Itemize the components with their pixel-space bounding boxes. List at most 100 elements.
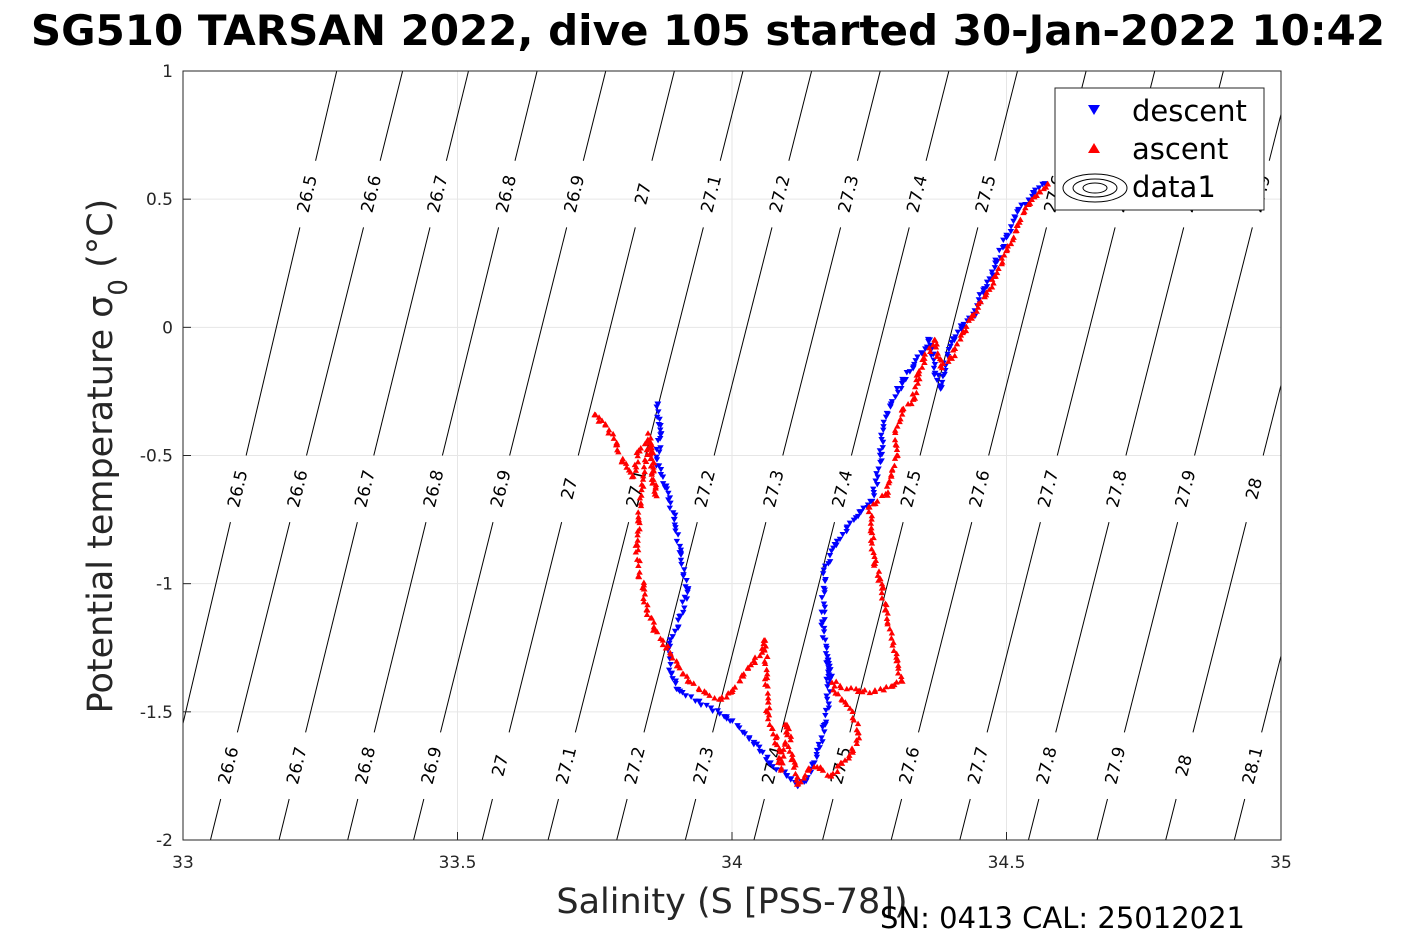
- descent-marker: [902, 377, 909, 383]
- ascent-marker: [890, 647, 898, 654]
- descent-marker: [976, 292, 983, 298]
- descent-marker: [827, 667, 834, 673]
- isopycnal-line: [306, 227, 365, 456]
- descent-point: [843, 524, 851, 531]
- ascent-marker: [878, 580, 886, 587]
- x-tick-label: 34.5: [988, 853, 1026, 873]
- ascent-marker: [777, 756, 784, 762]
- descent-marker: [745, 736, 753, 743]
- descent-marker: [825, 701, 832, 707]
- ascent-marker: [773, 741, 781, 748]
- ascent-marker: [849, 708, 856, 714]
- ascent-marker: [957, 336, 964, 342]
- legend-ascent-marker: [1088, 143, 1100, 153]
- ascent-marker: [867, 520, 875, 526]
- isopycnal-line: [849, 522, 904, 733]
- ascent-marker: [776, 745, 783, 752]
- descent-point: [819, 619, 826, 626]
- descent-marker: [826, 559, 834, 565]
- ascent-marker: [643, 611, 651, 617]
- descent-marker: [1011, 214, 1018, 220]
- descent-marker: [876, 448, 884, 454]
- descent-marker: [1007, 228, 1015, 235]
- ascent-marker: [1007, 240, 1015, 247]
- ascent-marker: [837, 684, 845, 691]
- isopycnal-line: [822, 798, 834, 840]
- descent-marker: [991, 265, 999, 271]
- ascent-marker: [783, 729, 791, 735]
- ascent-marker: [866, 689, 873, 696]
- ascent-marker: [1000, 252, 1008, 258]
- isopycnal-line: [959, 798, 971, 840]
- ascent-marker: [884, 610, 891, 616]
- descent-marker: [894, 389, 902, 396]
- ascent-marker: [915, 367, 923, 374]
- descent-point: [695, 698, 703, 705]
- ascent-point: [931, 337, 939, 343]
- ascent-point: [1003, 247, 1010, 254]
- descent-point: [750, 739, 758, 746]
- ascent-marker: [769, 730, 777, 737]
- ascent-marker: [764, 683, 771, 689]
- descent-marker: [813, 751, 820, 758]
- descent-point: [1003, 234, 1010, 241]
- ascent-marker: [995, 265, 1002, 271]
- descent-marker: [813, 754, 821, 761]
- ascent-marker: [711, 695, 718, 701]
- descent-marker: [741, 731, 749, 737]
- ascent-marker: [871, 553, 878, 559]
- ascent-marker: [673, 658, 680, 664]
- ascent-marker: [761, 660, 769, 666]
- ascent-point: [868, 529, 876, 536]
- ascent-marker: [639, 476, 647, 482]
- descent-marker: [906, 369, 914, 375]
- isopycnal-line: [445, 71, 469, 161]
- descent-marker: [941, 371, 948, 378]
- ascent-marker: [878, 595, 886, 601]
- descent-point: [676, 688, 684, 695]
- descent-marker: [681, 605, 688, 611]
- ascent-marker: [874, 498, 881, 504]
- ascent-marker: [632, 549, 640, 555]
- ascent-marker: [849, 714, 856, 721]
- ascent-point: [772, 734, 780, 741]
- ascent-marker: [801, 772, 809, 778]
- ascent-marker: [897, 415, 904, 422]
- descent-marker: [879, 445, 886, 451]
- ascent-marker: [650, 467, 657, 473]
- serial-calibration-note: SN: 0413 CAL: 25012021: [880, 901, 1245, 935]
- chart-title: SG510 TARSAN 2022, dive 105 started 30-J…: [31, 6, 1385, 55]
- ascent-point: [970, 311, 977, 318]
- descent-marker: [703, 702, 710, 709]
- ascent-marker: [623, 464, 630, 470]
- isopycnal-line: [719, 71, 744, 161]
- descent-marker: [680, 573, 687, 580]
- ascent-marker: [853, 740, 861, 746]
- ascent-marker: [893, 650, 900, 657]
- ascent-marker: [649, 480, 657, 486]
- descent-marker: [839, 531, 846, 538]
- y-tick-label: 0: [162, 318, 173, 338]
- ascent-marker: [1033, 192, 1040, 198]
- ascent-point: [827, 772, 835, 779]
- ascent-marker: [793, 777, 800, 783]
- isopycnal-line: [780, 522, 836, 733]
- ascent-marker: [914, 380, 922, 386]
- isopycnal-line: [857, 71, 881, 161]
- isopycnal-line: [481, 798, 493, 840]
- descent-marker: [1007, 224, 1015, 230]
- x-axis-label: Salinity (S [PSS-78]): [556, 882, 907, 922]
- isopycnal-line: [245, 227, 301, 456]
- isopycnal-line: [373, 227, 431, 456]
- ascent-marker: [927, 348, 934, 355]
- descent-marker: [843, 528, 850, 535]
- isopycnal-line: [1406, 71, 1417, 161]
- ascent-marker: [893, 654, 900, 660]
- ascent-marker: [892, 441, 899, 447]
- ascent-marker: [650, 619, 658, 625]
- ascent-point: [673, 662, 681, 669]
- descent-marker: [821, 609, 828, 616]
- ascent-marker: [988, 284, 996, 290]
- descent-marker: [1035, 185, 1043, 191]
- ascent-marker: [634, 528, 641, 534]
